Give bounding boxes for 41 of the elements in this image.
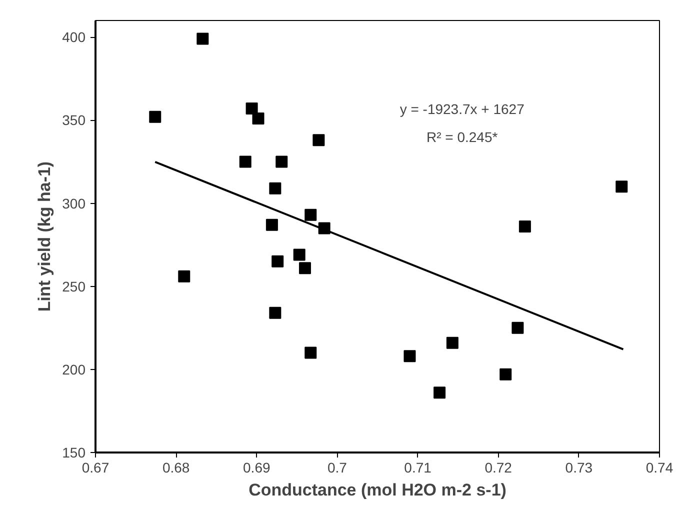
point bbox=[196, 32, 209, 45]
point bbox=[239, 156, 252, 168]
x-tick-label: 0.74 bbox=[646, 460, 674, 476]
x-tick-label: 0.7 bbox=[327, 460, 348, 476]
point bbox=[149, 110, 162, 123]
x-tick-label: 0.71 bbox=[404, 460, 432, 476]
point bbox=[272, 255, 284, 268]
y-tick-label: 150 bbox=[62, 444, 86, 460]
x-axis-title: Conductance (mol H2O m-2 s-1) bbox=[248, 480, 506, 500]
annotation: y = -1923.7x + 1627 bbox=[400, 100, 525, 117]
point bbox=[246, 102, 258, 115]
point bbox=[293, 248, 306, 261]
point bbox=[269, 182, 282, 194]
x-tick-label: 0.72 bbox=[484, 460, 512, 476]
y-tick-label: 350 bbox=[62, 112, 86, 128]
point bbox=[512, 322, 524, 334]
x-tick-label: 0.69 bbox=[243, 460, 270, 476]
point bbox=[312, 134, 325, 146]
point bbox=[304, 208, 317, 221]
y-tick-label: 200 bbox=[62, 361, 86, 378]
y-axis-title: Lint yield (kg ha-1) bbox=[35, 161, 54, 312]
point bbox=[404, 350, 416, 362]
point bbox=[266, 218, 278, 231]
point bbox=[178, 270, 190, 282]
point bbox=[304, 346, 317, 359]
point bbox=[252, 112, 264, 125]
point bbox=[298, 262, 311, 274]
y-tick-label: 400 bbox=[62, 29, 86, 46]
y-tick-label: 250 bbox=[62, 278, 86, 294]
x-tick-label: 0.67 bbox=[82, 460, 110, 476]
point bbox=[434, 386, 446, 399]
y-tick-label: 300 bbox=[62, 195, 86, 212]
point bbox=[518, 220, 531, 233]
x-tick-label: 0.73 bbox=[565, 460, 593, 476]
point bbox=[446, 336, 458, 349]
annotation: R² = 0.245* bbox=[426, 129, 498, 146]
x-tick-label: 0.68 bbox=[162, 460, 190, 476]
point bbox=[276, 156, 288, 168]
point bbox=[500, 368, 512, 380]
point bbox=[269, 306, 282, 319]
point bbox=[616, 180, 628, 193]
